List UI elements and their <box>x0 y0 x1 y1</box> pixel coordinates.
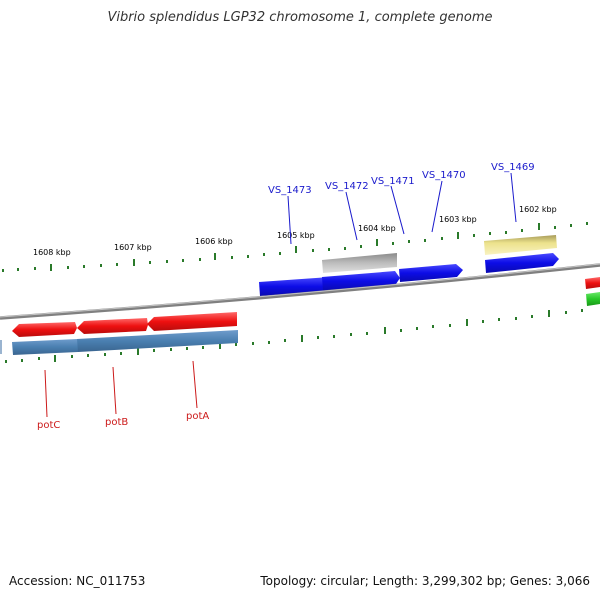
scale-label-1603: 1603 kbp <box>439 215 477 224</box>
lower-strand-genes <box>0 312 238 355</box>
scale-label-1606: 1606 kbp <box>195 237 233 246</box>
genome-backbone-highlight <box>0 263 600 318</box>
gene-potb[interactable] <box>77 318 148 334</box>
gene-label-vs1473: VS_1473 <box>268 185 312 196</box>
scale-label-1604: 1604 kbp <box>358 224 396 233</box>
gene-vs1471[interactable] <box>322 253 397 273</box>
gene-vs1473[interactable] <box>259 277 330 296</box>
scale-label-1608: 1608 kbp <box>33 248 71 257</box>
gene-edge-green[interactable] <box>586 292 600 306</box>
lower-label-leaders <box>44 360 198 418</box>
gene-label-vs1470: VS_1470 <box>422 170 466 181</box>
gene-label-potb: potB <box>105 417 128 428</box>
genome-summary-text: Topology: circular; Length: 3,299,302 bp… <box>260 574 590 588</box>
gene-label-vs1471: VS_1471 <box>371 176 415 187</box>
accession-text: Accession: NC_011753 <box>9 574 146 588</box>
lower-tick-track <box>5 309 583 363</box>
gene-label-vs1469: VS_1469 <box>491 162 535 173</box>
gene-vs1470[interactable] <box>399 264 463 282</box>
gene-steel-1[interactable] <box>12 339 78 355</box>
scale-label-1602: 1602 kbp <box>519 205 557 214</box>
gene-vs1468[interactable] <box>485 253 559 273</box>
gene-pota[interactable] <box>147 312 237 331</box>
gene-vs1469[interactable] <box>484 235 557 255</box>
gene-potc[interactable] <box>12 322 77 337</box>
gene-edge-left[interactable] <box>0 340 2 354</box>
upper-tick-track <box>2 222 588 272</box>
genome-backbone <box>0 263 600 320</box>
scale-label-1605: 1605 kbp <box>277 231 315 240</box>
scale-label-1607: 1607 kbp <box>114 243 152 252</box>
gene-steel-2[interactable] <box>77 330 238 352</box>
gene-label-pota: potA <box>186 411 209 422</box>
upper-strand-genes <box>259 235 600 306</box>
upper-label-leaders <box>287 172 517 245</box>
map-title: Vibrio splendidus LGP32 chromosome 1, co… <box>107 10 493 25</box>
gene-label-potc: potC <box>37 420 60 431</box>
gene-vs1472[interactable] <box>322 271 400 291</box>
gene-edge-red[interactable] <box>585 277 600 289</box>
gene-label-vs1472: VS_1472 <box>325 181 369 192</box>
